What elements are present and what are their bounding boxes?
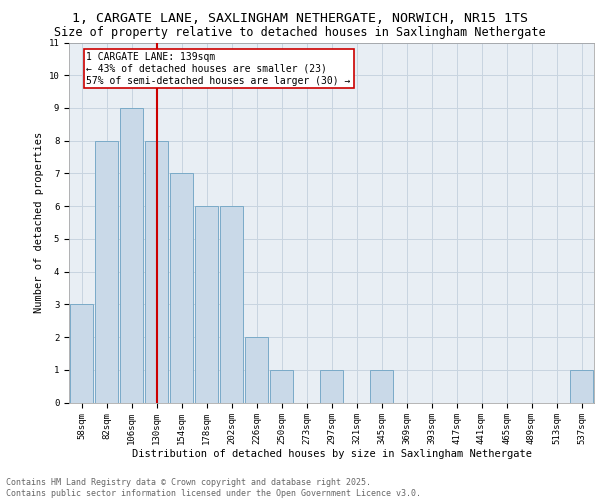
Bar xyxy=(145,140,169,402)
Bar xyxy=(569,370,593,402)
Bar xyxy=(170,174,193,402)
X-axis label: Distribution of detached houses by size in Saxlingham Nethergate: Distribution of detached houses by size … xyxy=(131,448,532,458)
Text: 1, CARGATE LANE, SAXLINGHAM NETHERGATE, NORWICH, NR15 1TS: 1, CARGATE LANE, SAXLINGHAM NETHERGATE, … xyxy=(72,12,528,26)
Bar xyxy=(245,337,268,402)
Bar xyxy=(119,108,143,403)
Text: 1 CARGATE LANE: 139sqm
← 43% of detached houses are smaller (23)
57% of semi-det: 1 CARGATE LANE: 139sqm ← 43% of detached… xyxy=(86,52,351,86)
Bar xyxy=(70,304,94,402)
Text: Contains HM Land Registry data © Crown copyright and database right 2025.
Contai: Contains HM Land Registry data © Crown c… xyxy=(6,478,421,498)
Y-axis label: Number of detached properties: Number of detached properties xyxy=(34,132,44,313)
Bar xyxy=(220,206,244,402)
Bar xyxy=(320,370,343,402)
Bar xyxy=(370,370,394,402)
Bar xyxy=(95,140,118,402)
Bar xyxy=(194,206,218,402)
Bar xyxy=(269,370,293,402)
Text: Size of property relative to detached houses in Saxlingham Nethergate: Size of property relative to detached ho… xyxy=(54,26,546,39)
